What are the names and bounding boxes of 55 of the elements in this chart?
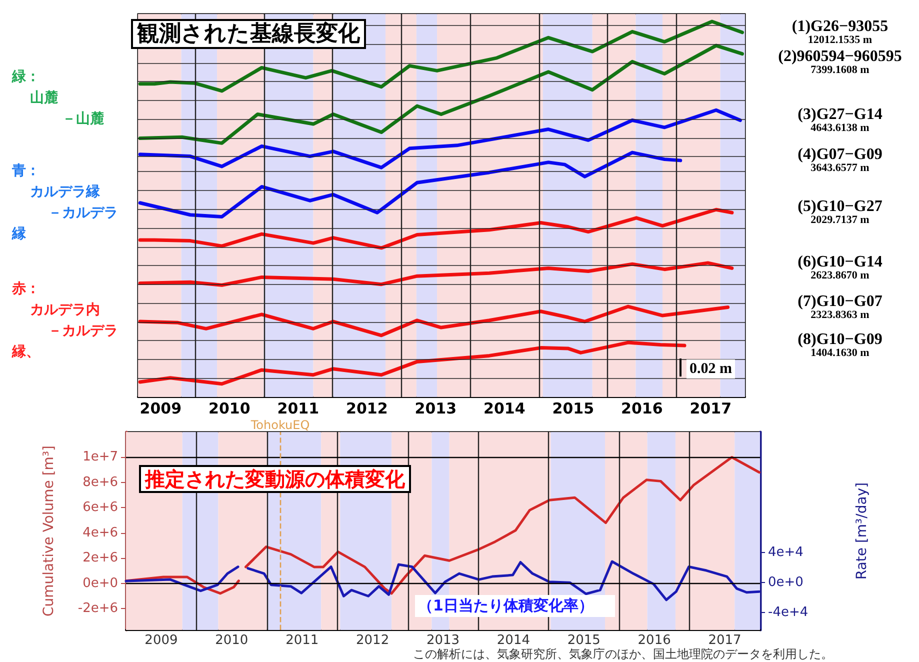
annotation: 0.02 m bbox=[690, 361, 732, 377]
text: (6)G10−G14 2623.8670 m bbox=[798, 254, 882, 282]
x-tick-label: 2012 bbox=[346, 400, 388, 418]
x-tick-label: 2016 bbox=[638, 633, 671, 648]
x-tick-label: 2015 bbox=[552, 400, 594, 418]
y-tick-label: 0e+0 bbox=[82, 576, 118, 591]
y-tick-label: 4e+6 bbox=[82, 525, 118, 540]
ref-line-label: TohokuEQ bbox=[250, 418, 310, 432]
x-tick-label: 2014 bbox=[484, 400, 526, 418]
text: －カルデラ bbox=[48, 205, 118, 221]
x-tick-label: 2009 bbox=[144, 633, 178, 648]
text: 縁、 bbox=[11, 344, 40, 360]
y-tick-label: 1e+7 bbox=[82, 450, 118, 465]
text: 推定された変動源の体積変化 bbox=[144, 467, 406, 491]
text: この解析には、気象研究所、気象庁のほか、国土地理院のデータを利用した。 bbox=[413, 647, 833, 661]
text: －カルデラ bbox=[48, 323, 118, 339]
y-axis-title: Cumulative Volume [m³] bbox=[41, 445, 57, 617]
x-tick-label: 2014 bbox=[496, 633, 530, 648]
y2-tick-label: 4e+4 bbox=[768, 544, 804, 560]
annotation: （1日当たり体積変化率） bbox=[418, 596, 594, 614]
text: (4)G07−G09 3643.6577 m bbox=[798, 146, 882, 174]
x-tick-label: 2015 bbox=[567, 633, 600, 648]
text: 赤： bbox=[11, 281, 40, 297]
x-tick-label: 2009 bbox=[140, 400, 182, 418]
text: －山麓 bbox=[62, 111, 104, 127]
y2-tick-label: 0e+0 bbox=[768, 575, 804, 590]
text: カルデラ縁 bbox=[30, 184, 101, 200]
y-tick-label: -2e+6 bbox=[78, 601, 118, 616]
x-tick-label: 2011 bbox=[277, 400, 320, 418]
y2-axis-title: Rate [m³/day] bbox=[854, 482, 870, 580]
text: (2)960594−960595 7399.1608 m bbox=[778, 48, 902, 76]
x-tick-label: 2011 bbox=[286, 633, 319, 648]
chart-title: 観測された基線長変化 bbox=[136, 20, 361, 46]
y-tick-label: 8e+6 bbox=[82, 474, 118, 490]
x-tick-label: 2010 bbox=[208, 400, 250, 418]
text: (1)G26−93055 12012.1535 m bbox=[792, 18, 888, 46]
y2-tick-label: -4e+4 bbox=[768, 605, 808, 620]
y-tick-label: 2e+6 bbox=[82, 550, 118, 566]
text: カルデラ内 bbox=[30, 302, 100, 318]
x-tick-label: 2017 bbox=[708, 633, 742, 648]
x-tick-label: 2017 bbox=[690, 400, 732, 418]
y-tick-label: 6e+6 bbox=[82, 500, 118, 516]
x-tick-label: 2016 bbox=[621, 400, 663, 418]
text: (5)G10−G27 2029.7137 m bbox=[798, 198, 882, 226]
text: 青： bbox=[11, 163, 40, 179]
text: (7)G10−G07 2323.8363 m bbox=[798, 292, 882, 321]
x-tick-label: 2012 bbox=[356, 633, 390, 648]
x-tick-label: 2013 bbox=[426, 633, 460, 648]
text: 縁 bbox=[11, 226, 27, 242]
text: (8)G10−G09 1404.1630 m bbox=[798, 331, 882, 360]
x-tick-label: 2010 bbox=[215, 633, 248, 648]
text: 山麓 bbox=[30, 90, 58, 106]
x-tick-label: 2013 bbox=[414, 400, 457, 418]
text: 緑： bbox=[11, 69, 40, 85]
text: (3)G27−G14 4643.6138 m bbox=[798, 106, 882, 134]
